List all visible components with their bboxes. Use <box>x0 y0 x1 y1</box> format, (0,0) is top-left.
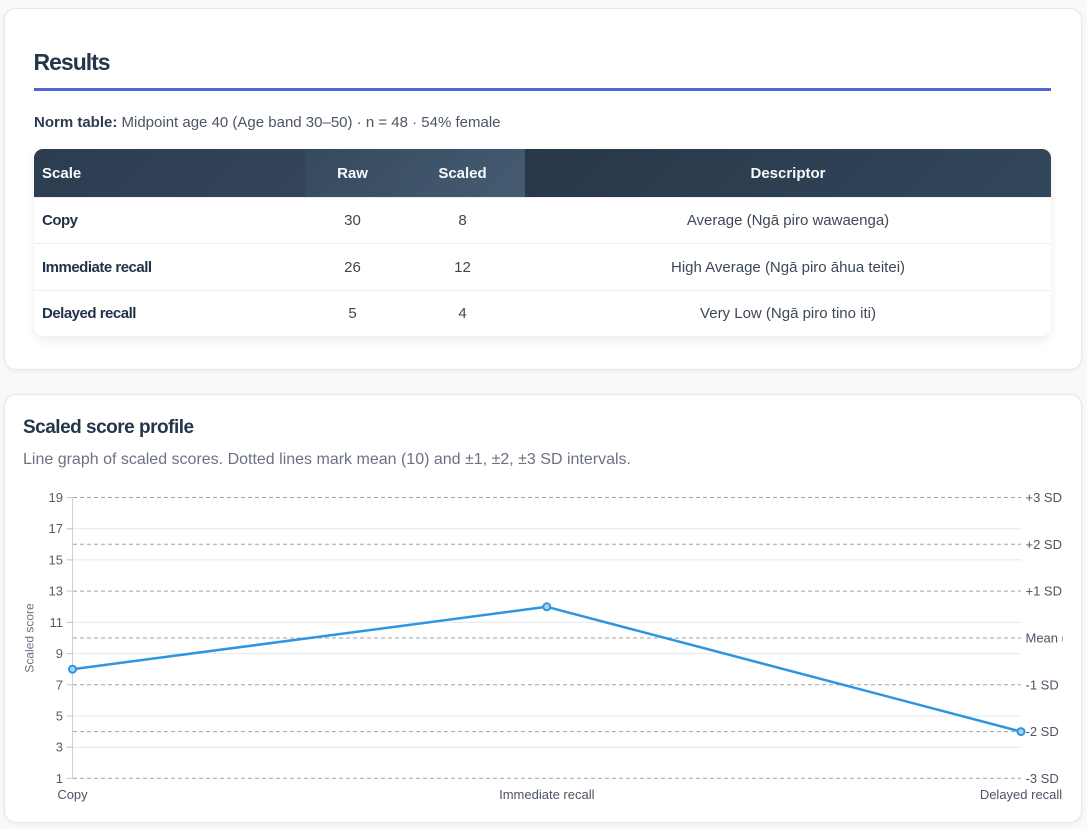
svg-text:Scaled score: Scaled score <box>22 603 36 673</box>
svg-text:Immediate recall: Immediate recall <box>499 787 594 802</box>
svg-text:15: 15 <box>48 552 62 567</box>
svg-text:5: 5 <box>55 709 62 724</box>
svg-text:17: 17 <box>48 521 62 536</box>
svg-text:7: 7 <box>55 677 62 692</box>
svg-text:Mean (10): Mean (10) <box>1025 631 1063 646</box>
svg-text:3: 3 <box>55 740 62 755</box>
svg-text:Copy: Copy <box>57 787 88 802</box>
svg-text:9: 9 <box>55 646 62 661</box>
svg-text:Delayed recall: Delayed recall <box>979 787 1061 802</box>
svg-text:-2 SD (4): -2 SD (4) <box>1025 724 1063 739</box>
svg-text:+3 SD (19): +3 SD (19) <box>1025 490 1063 505</box>
svg-text:+2 SD (16): +2 SD (16) <box>1025 537 1063 552</box>
svg-text:-3 SD (1): -3 SD (1) <box>1025 771 1063 786</box>
svg-text:13: 13 <box>48 584 62 599</box>
svg-text:-1 SD (7): -1 SD (7) <box>1025 677 1063 692</box>
svg-text:+1 SD (13): +1 SD (13) <box>1025 584 1063 599</box>
svg-text:11: 11 <box>49 615 63 630</box>
svg-text:1: 1 <box>55 771 62 786</box>
svg-text:19: 19 <box>48 490 62 505</box>
